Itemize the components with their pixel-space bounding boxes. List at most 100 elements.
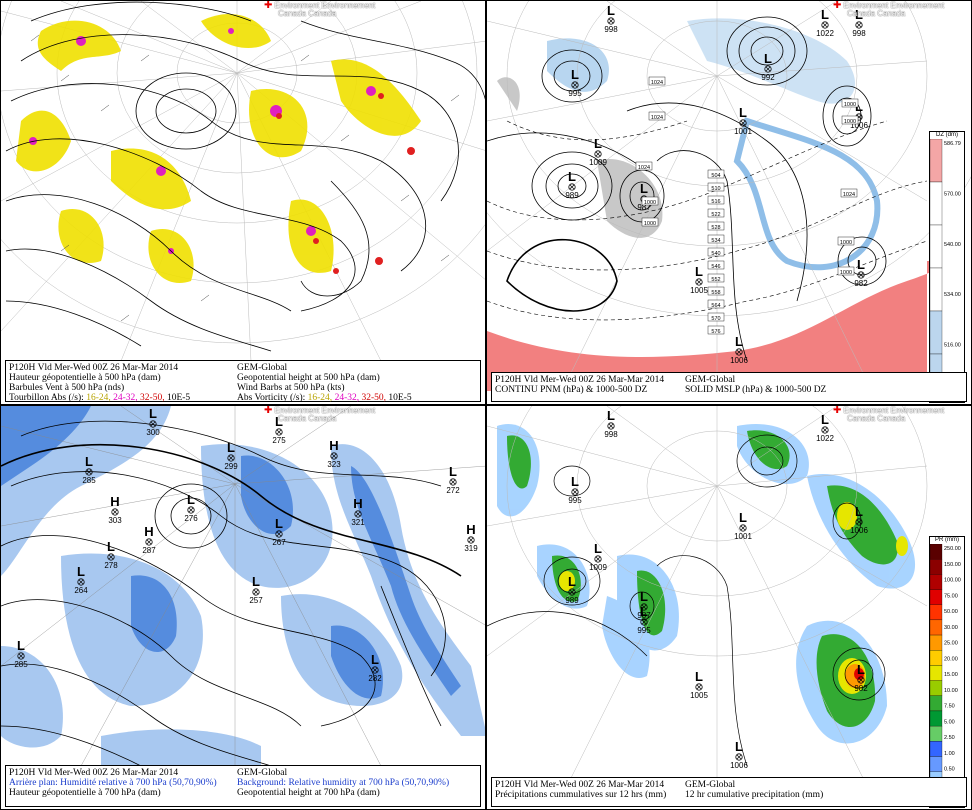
p2-low-center: L 998 [852, 7, 866, 38]
center-marker-icon [640, 618, 648, 626]
dz-scale-tick-label: 534.00 [944, 292, 961, 298]
precip-scale-tick-label: 10.00 [944, 688, 958, 694]
isobar-label: 576 [711, 329, 720, 335]
center-marker-icon [568, 183, 576, 191]
precip-scale-tick-label: 150.00 [944, 562, 961, 568]
center-marker-icon [571, 488, 579, 496]
p3-center-value: 285 [82, 476, 96, 485]
p4-low-center-value: 995 [637, 626, 651, 635]
isobar-label: 1024 [651, 115, 663, 121]
precip-scale-swatch [929, 619, 943, 636]
p2-low-center: L 1001 [734, 105, 752, 136]
p3-center: L 257 [249, 574, 263, 605]
p3-center: L 285 [82, 454, 96, 485]
p4-low-center-value: 1006 [730, 761, 748, 770]
dz-scale-tick-label: 540.00 [944, 242, 961, 248]
isobar-label: 1024 [651, 80, 663, 86]
p3-center-value: 321 [351, 518, 365, 527]
isobar-label: 1000 [840, 240, 852, 246]
p3-center-value: 272 [446, 486, 460, 495]
panel2-caption: P120H Vld Mer-Wed 00Z 26 Mar-Mar 2014 GEM… [491, 372, 967, 402]
p3-center-letter: H [110, 494, 119, 509]
p3-center-letter: L [449, 464, 457, 479]
p3-center: L 276 [184, 492, 198, 523]
p4-low-center: L 1001 [734, 510, 752, 541]
p3-center-letter: L [17, 638, 25, 653]
dz-scale-swatch [929, 138, 943, 183]
p4-low-center: L 1005 [690, 669, 708, 700]
p2-low-center-letter: L [735, 334, 743, 349]
precip-scale-swatch [929, 725, 943, 742]
center-marker-icon [855, 21, 863, 29]
center-marker-icon [568, 588, 576, 596]
center-marker-icon [855, 518, 863, 526]
p4-low-center-value: 989 [565, 596, 579, 605]
p3-center-value: 285 [14, 660, 28, 669]
center-marker-icon [107, 553, 115, 561]
p3-center-value: 276 [184, 514, 198, 523]
p3-center-value: 282 [368, 674, 382, 683]
p3-center: L 267 [272, 516, 286, 547]
p3-center-letter: H [353, 496, 362, 511]
center-marker-icon [739, 524, 747, 532]
isobar-label: 1000 [840, 270, 852, 276]
environment-canada-logo: ✚ Environment Environnement Canada Canada [264, 405, 376, 423]
precip-scale-swatch [929, 680, 943, 696]
center-marker-icon [227, 454, 235, 462]
p2-low-center-letter: L [571, 67, 579, 82]
p2-low-center: L 982 [854, 257, 868, 288]
panel1-caption: P120H Vld Mer-Wed 00Z 26 Mar-Mar 2014 GEM… [5, 360, 481, 403]
center-marker-icon [764, 65, 772, 73]
p2-low-center-letter: L [855, 7, 863, 22]
isobar-label: 516 [711, 199, 720, 205]
dz-scale-tick-label: 586.79 [944, 141, 961, 147]
p3-center: L 282 [368, 652, 382, 683]
precip-scale-tick-label: 1.00 [944, 751, 955, 757]
p4-low-center-letter: L [735, 739, 743, 754]
center-marker-icon [371, 666, 379, 674]
dz-scale-tick-label: 570.00 [944, 191, 961, 197]
p4-low-center-value: 982 [854, 684, 868, 693]
p3-center-value: 264 [74, 586, 88, 595]
isobar-label: 510 [711, 186, 720, 192]
p4-low-center: L 995 [637, 604, 651, 635]
p3-center: H 287 [142, 524, 156, 555]
precip-scale-tick-label: 250.00 [944, 546, 961, 552]
center-marker-icon [449, 478, 457, 486]
p4-low-center-value: 1022 [816, 434, 834, 443]
center-marker-icon [571, 81, 579, 89]
p3-center-value: 278 [104, 561, 118, 570]
p3-center-letter: H [144, 524, 153, 539]
p4-low-center-letter: L [640, 604, 648, 619]
p4-low-center-value: 1009 [589, 563, 607, 572]
p3-center-letter: L [149, 406, 157, 421]
center-marker-icon [77, 578, 85, 586]
center-marker-icon [695, 683, 703, 691]
center-marker-icon [467, 536, 475, 544]
p2-low-center: L 995 [568, 67, 582, 98]
center-marker-icon [739, 119, 747, 127]
p4-low-center-letter: L [739, 510, 747, 525]
precip-scale-swatch [929, 741, 943, 757]
isobar-label: 1000 [844, 119, 856, 125]
center-marker-icon [275, 428, 283, 436]
p4-low-center-value: 1005 [690, 691, 708, 700]
precip-color-scale: PR (mm) 250.00 150.00 100.00 75.00 50.00 30.0… [929, 536, 965, 808]
p2-low-center-letter: L [594, 136, 602, 151]
panel3-caption: P120H Vld Mer-Wed 00Z 26 Mar-Mar 2014 GEM… [5, 765, 481, 807]
p4-low-center: L 1006 [730, 739, 748, 770]
center-marker-icon [640, 603, 648, 611]
precip-scale-swatch [929, 574, 943, 590]
p2-low-center: L 992 [761, 51, 775, 82]
center-marker-icon [857, 676, 865, 684]
center-marker-icon [354, 510, 362, 518]
p3-center-value: 299 [224, 462, 238, 471]
map-500hpa [1, 1, 485, 404]
center-marker-icon [607, 17, 615, 25]
p3-center-value: 323 [327, 460, 341, 469]
precip-scale-swatch [929, 559, 943, 575]
p2-low-center: L 1009 [589, 136, 607, 167]
p3-center: L 275 [272, 414, 286, 445]
precip-scale-tick-label: 7.50 [944, 704, 955, 710]
